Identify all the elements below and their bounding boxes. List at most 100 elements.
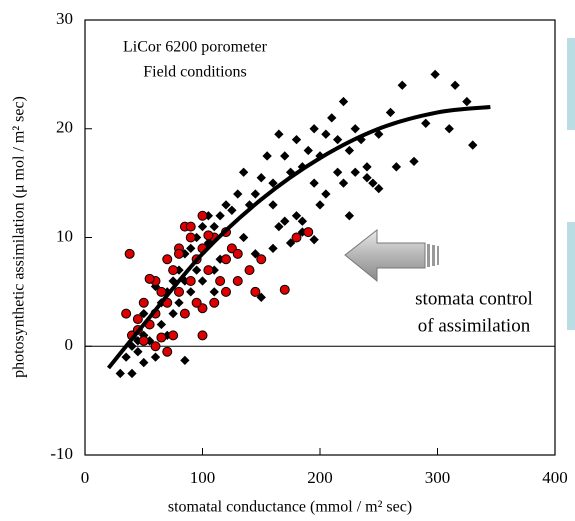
point	[309, 235, 319, 245]
y-tick-label: 20	[56, 118, 73, 137]
point	[374, 129, 384, 139]
point	[132, 314, 143, 325]
point	[430, 69, 440, 80]
x-axis-label: stomatal conductance (mmol / m² sec)	[168, 499, 412, 516]
point	[203, 230, 214, 241]
point	[268, 200, 278, 210]
point	[139, 357, 149, 368]
point	[121, 352, 131, 362]
point	[297, 216, 308, 226]
point	[397, 80, 407, 90]
point	[409, 156, 419, 167]
plot-frame	[84, 19, 556, 456]
point	[209, 287, 219, 297]
point	[238, 232, 249, 243]
point	[124, 248, 135, 259]
point	[344, 211, 355, 221]
point	[250, 189, 261, 199]
point	[338, 178, 349, 188]
point	[174, 298, 184, 308]
annotation: LiCor 6200 porometer	[123, 39, 268, 56]
point	[197, 276, 208, 286]
point	[350, 124, 360, 134]
point	[291, 211, 302, 221]
point	[150, 352, 161, 362]
point	[197, 330, 208, 341]
point	[186, 287, 196, 297]
point	[303, 227, 314, 238]
point	[185, 232, 196, 243]
point	[250, 286, 261, 297]
point	[174, 248, 184, 259]
point	[162, 254, 173, 265]
point	[156, 332, 167, 343]
point	[162, 346, 173, 357]
point	[362, 173, 372, 183]
point	[215, 276, 226, 286]
point	[303, 145, 313, 156]
point	[327, 113, 337, 123]
point	[274, 221, 284, 232]
point	[121, 308, 132, 319]
point	[203, 265, 214, 276]
point	[309, 124, 319, 134]
point	[168, 308, 178, 319]
point	[321, 129, 331, 139]
point	[191, 265, 202, 275]
x-tick-label: 100	[190, 468, 216, 487]
point	[221, 286, 231, 297]
point	[238, 167, 249, 177]
point	[156, 319, 167, 330]
x-tick-label: 300	[425, 468, 451, 487]
point	[332, 167, 343, 177]
point	[344, 145, 355, 156]
point	[185, 221, 196, 232]
point	[280, 216, 290, 226]
point	[180, 355, 190, 366]
point	[274, 129, 284, 139]
point	[268, 178, 278, 188]
y-tick-label: 10	[56, 226, 73, 245]
point	[179, 308, 190, 319]
point	[256, 173, 266, 183]
point	[127, 368, 137, 379]
point	[215, 211, 225, 221]
point	[133, 347, 143, 357]
y-tick-label: 30	[56, 9, 73, 28]
point	[468, 140, 478, 150]
point	[291, 232, 302, 243]
point	[138, 335, 149, 346]
point	[174, 286, 184, 297]
fit-curve	[106, 105, 491, 370]
point	[227, 205, 237, 215]
point	[444, 124, 454, 134]
point	[368, 178, 378, 188]
x-tick-label: 200	[307, 468, 333, 487]
arrow	[344, 228, 439, 283]
point	[362, 162, 372, 172]
point	[221, 254, 231, 265]
point	[186, 243, 196, 254]
point	[391, 162, 402, 172]
point	[150, 341, 161, 352]
point	[168, 330, 179, 341]
point	[115, 368, 125, 379]
side-bar	[567, 38, 575, 130]
point	[144, 273, 155, 284]
point	[315, 200, 325, 210]
point	[450, 80, 460, 90]
annotation: stomata control	[415, 288, 533, 309]
point	[350, 167, 360, 177]
point	[197, 221, 208, 232]
point	[280, 151, 290, 161]
point	[197, 210, 208, 221]
point	[262, 151, 272, 161]
point	[209, 297, 220, 308]
point	[156, 286, 167, 297]
point	[321, 189, 331, 199]
y-axis-label: photosynthetic assimilation (μ mol / m² …	[11, 96, 28, 378]
point	[209, 221, 219, 232]
point	[291, 134, 302, 145]
annotation: Field conditions	[143, 64, 247, 81]
